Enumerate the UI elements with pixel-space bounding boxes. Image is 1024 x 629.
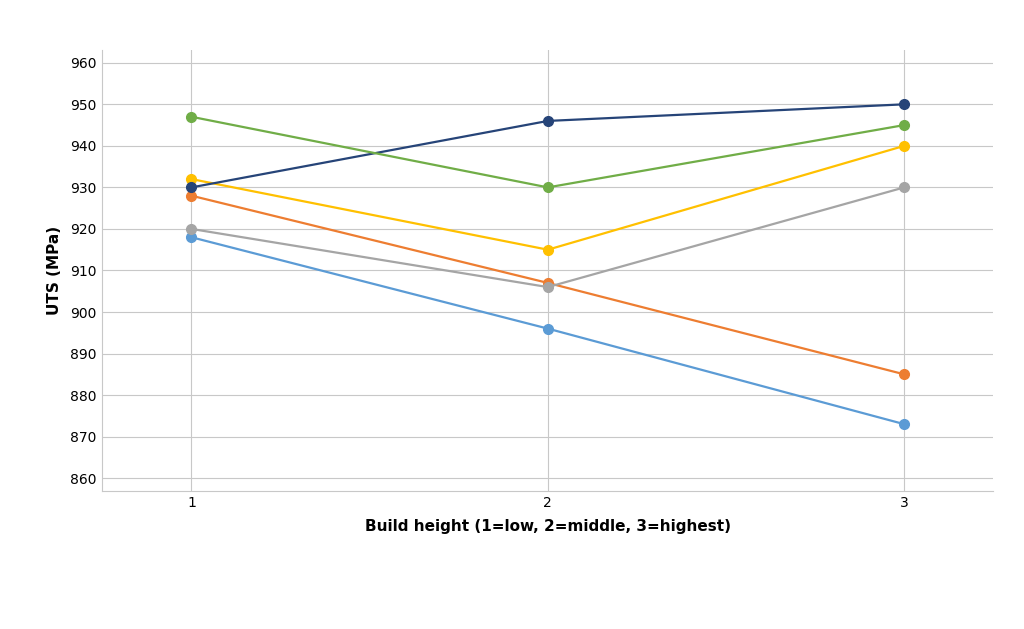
35mm — [898, 121, 910, 129]
18mm — [542, 283, 554, 291]
Line: 22mm: 22mm — [186, 141, 909, 255]
35mm — [542, 184, 554, 191]
22mm — [898, 142, 910, 150]
Line: 10mm: 10mm — [186, 191, 909, 379]
22mm — [185, 175, 198, 183]
6mm — [185, 233, 198, 241]
Y-axis label: UTS (MPa): UTS (MPa) — [47, 226, 62, 315]
6mm — [542, 325, 554, 332]
22mm — [542, 246, 554, 253]
Line: 35mm: 35mm — [186, 112, 909, 192]
18mm — [185, 225, 198, 233]
30mm — [185, 184, 198, 191]
35mm — [185, 113, 198, 121]
18mm — [898, 184, 910, 191]
Line: 18mm: 18mm — [186, 182, 909, 292]
X-axis label: Build height (1=low, 2=middle, 3=highest): Build height (1=low, 2=middle, 3=highest… — [365, 518, 731, 533]
10mm — [185, 192, 198, 199]
10mm — [898, 370, 910, 378]
30mm — [898, 101, 910, 108]
10mm — [542, 279, 554, 287]
Line: 30mm: 30mm — [186, 99, 909, 192]
30mm — [542, 117, 554, 125]
Line: 6mm: 6mm — [186, 232, 909, 429]
6mm — [898, 420, 910, 428]
